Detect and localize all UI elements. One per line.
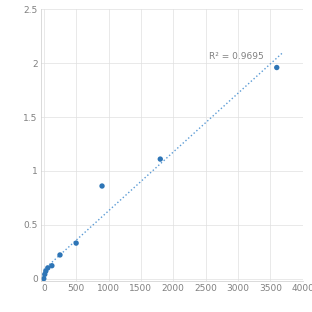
Point bbox=[41, 276, 46, 281]
Point bbox=[74, 241, 79, 246]
Text: R² = 0.9695: R² = 0.9695 bbox=[209, 52, 264, 61]
Point bbox=[274, 65, 279, 70]
Point bbox=[49, 263, 54, 268]
Point bbox=[42, 272, 47, 277]
Point bbox=[57, 252, 62, 257]
Point bbox=[43, 269, 48, 274]
Point bbox=[158, 157, 163, 162]
Point bbox=[45, 266, 50, 271]
Point bbox=[100, 183, 105, 188]
